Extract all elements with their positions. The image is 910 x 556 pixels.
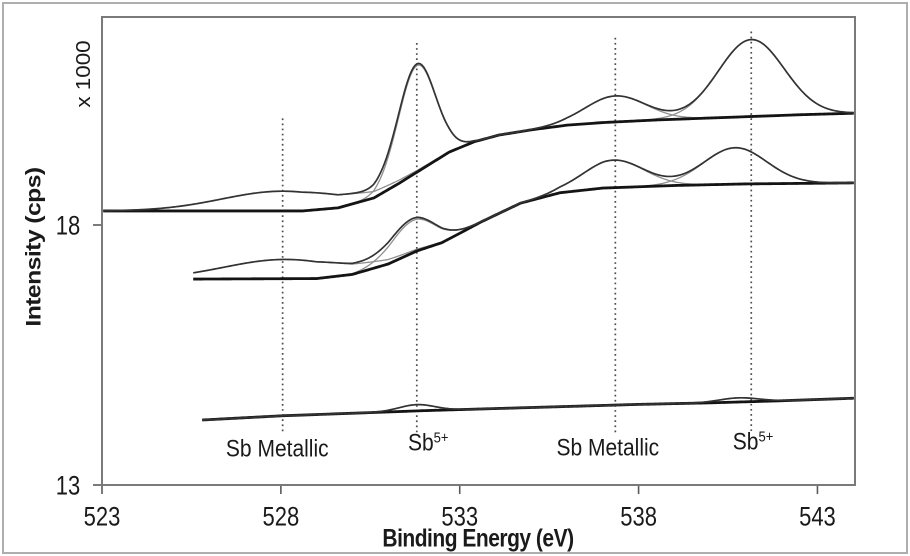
- x-tick-label-538: 538: [620, 501, 657, 532]
- x-tick-label-533: 533: [441, 501, 479, 532]
- peak-label-text: Sb Metallic: [556, 434, 660, 461]
- spectrum-bottom-envelope: [202, 396, 854, 421]
- peak-label-superscript: 5+: [433, 428, 449, 447]
- peak-label-3: Sb Metallic: [556, 435, 659, 459]
- y-axis-multiplier-label: x 1000: [73, 40, 95, 108]
- x-tick-label-543: 543: [799, 501, 836, 532]
- peak-label-4: Sb5+: [732, 427, 774, 456]
- spectrum-middle-envelope: [193, 146, 854, 274]
- x-tick-label-528: 528: [262, 501, 300, 532]
- spectrum-middle-component-3: [476, 159, 751, 225]
- x-tick-label-523: 523: [83, 501, 121, 532]
- peak-label-text: Sb: [732, 429, 759, 456]
- spectrum-middle-component-1: [193, 192, 559, 274]
- peak-label-1: Sb Metallic: [226, 437, 329, 461]
- spectrum-top-background: [103, 111, 854, 213]
- spectrum-top-envelope: [103, 38, 854, 212]
- spectrum-top-component-4: [603, 38, 854, 124]
- spectrum-bottom-background: [202, 396, 854, 422]
- peak-label-text: Sb: [407, 430, 434, 457]
- y-tick-label-13: 13: [55, 470, 81, 501]
- y-tick-label-18: 18: [55, 210, 81, 241]
- y-axis-title: Intensity (cps): [22, 167, 46, 327]
- plot-border: [101, 16, 856, 486]
- x-axis-title: Binding Energy (eV): [382, 525, 574, 553]
- peak-label-text: Sb Metallic: [225, 435, 329, 462]
- spectrum-middle-background: [193, 181, 854, 281]
- peak-label-superscript: 5+: [758, 427, 774, 446]
- peak-label-2: Sb5+: [407, 428, 449, 457]
